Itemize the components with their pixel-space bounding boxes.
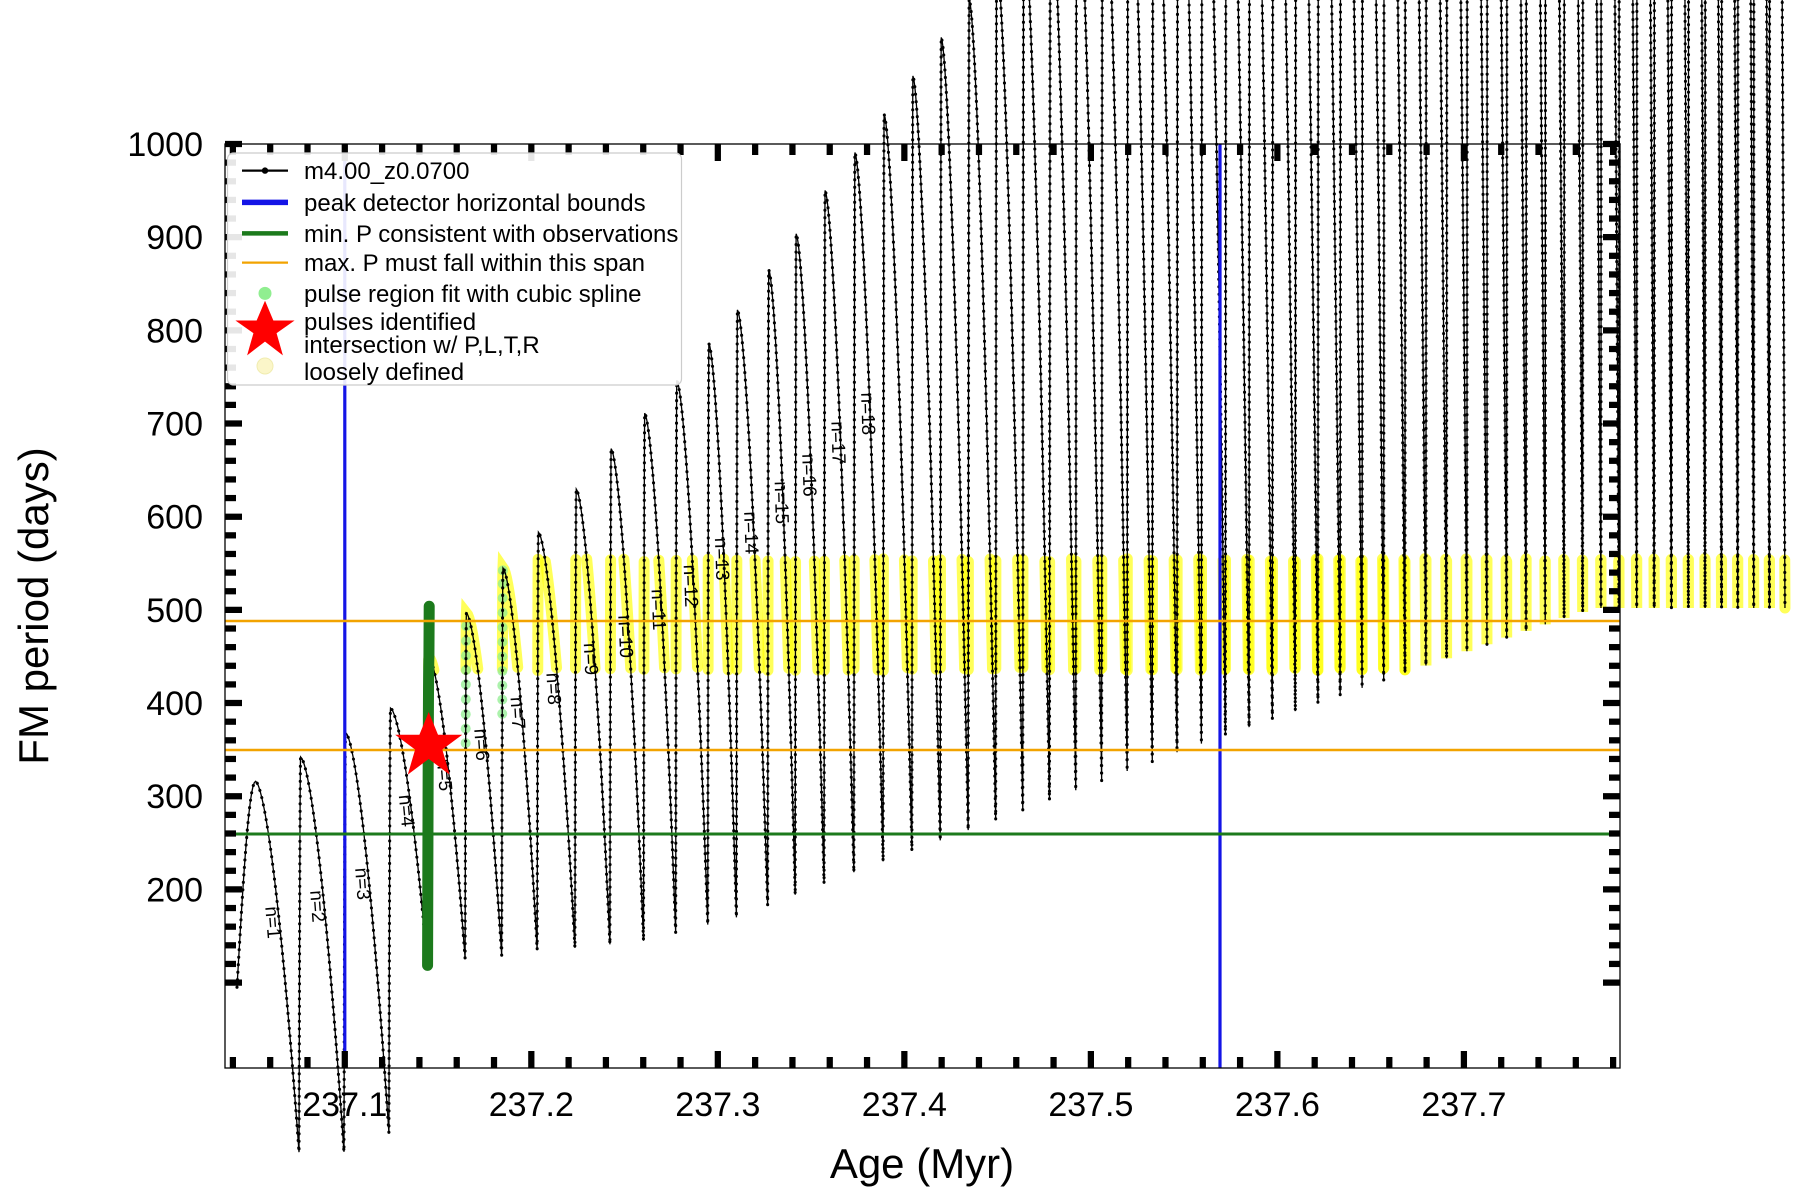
svg-text:n=1: n=1 (260, 906, 284, 940)
svg-text:1000: 1000 (127, 126, 203, 164)
svg-text:n=17: n=17 (826, 421, 848, 464)
svg-text:n=12: n=12 (679, 564, 702, 608)
svg-text:n=16: n=16 (797, 454, 819, 497)
svg-text:200: 200 (146, 871, 203, 909)
svg-text:Age (Myr): Age (Myr) (830, 1140, 1014, 1187)
svg-text:300: 300 (146, 778, 203, 816)
svg-text:intersection w/ P,L,T,R: intersection w/ P,L,T,R (304, 332, 540, 359)
svg-text:pulse region fit with cubic sp: pulse region fit with cubic spline (304, 281, 642, 308)
svg-text:800: 800 (146, 312, 203, 350)
svg-text:min. P consistent with observa: min. P consistent with observations (304, 221, 678, 248)
svg-text:900: 900 (146, 219, 203, 257)
svg-text:500: 500 (146, 592, 203, 630)
svg-text:237.1: 237.1 (302, 1086, 387, 1124)
svg-text:400: 400 (146, 685, 203, 723)
svg-text:600: 600 (146, 499, 203, 537)
svg-text:n=15: n=15 (770, 481, 792, 524)
svg-text:FM period (days): FM period (days) (10, 447, 57, 764)
svg-text:n=4: n=4 (394, 794, 418, 829)
svg-text:loosely defined: loosely defined (304, 359, 464, 386)
svg-text:n=11: n=11 (647, 589, 670, 631)
svg-text:n=8: n=8 (541, 672, 564, 705)
svg-text:peak detector horizontal bound: peak detector horizontal bounds (304, 190, 646, 217)
svg-text:n=3: n=3 (350, 867, 373, 901)
svg-text:m4.00_z0.0700: m4.00_z0.0700 (304, 158, 469, 185)
svg-text:n=6: n=6 (469, 728, 492, 762)
svg-text:237.2: 237.2 (489, 1086, 574, 1124)
svg-text:237.4: 237.4 (862, 1086, 947, 1124)
svg-text:237.7: 237.7 (1421, 1086, 1506, 1124)
svg-text:237.5: 237.5 (1048, 1086, 1133, 1124)
svg-text:n=13: n=13 (710, 537, 732, 580)
svg-text:n=7: n=7 (506, 696, 529, 729)
svg-text:n=18: n=18 (856, 392, 878, 435)
svg-text:237.3: 237.3 (675, 1086, 760, 1124)
svg-text:n=2: n=2 (305, 890, 328, 924)
svg-text:max. P must fall within this s: max. P must fall within this span (304, 250, 645, 277)
svg-text:237.6: 237.6 (1235, 1086, 1320, 1124)
svg-text:n=14: n=14 (739, 511, 761, 555)
svg-text:n=9: n=9 (579, 642, 602, 675)
svg-text:700: 700 (146, 406, 203, 444)
